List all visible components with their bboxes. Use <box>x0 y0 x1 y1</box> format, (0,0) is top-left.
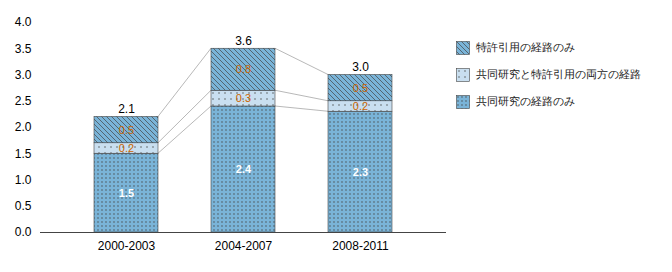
svg-text:0.5: 0.5 <box>119 124 134 136</box>
svg-text:2000-2003: 2000-2003 <box>98 239 156 253</box>
svg-text:0.0: 0.0 <box>15 225 32 239</box>
svg-text:1.5: 1.5 <box>119 187 134 199</box>
svg-text:0.5: 0.5 <box>15 199 32 213</box>
svg-text:2.0: 2.0 <box>15 120 32 134</box>
svg-text:4.0: 4.0 <box>15 15 32 29</box>
svg-text:0.2: 0.2 <box>353 100 368 112</box>
svg-text:0.2: 0.2 <box>119 142 134 154</box>
svg-text:2.5: 2.5 <box>15 94 32 108</box>
svg-text:0.8: 0.8 <box>236 63 251 75</box>
svg-text:1.0: 1.0 <box>15 173 32 187</box>
svg-text:0.5: 0.5 <box>353 82 368 94</box>
svg-text:0.3: 0.3 <box>236 92 251 104</box>
svg-text:3.6: 3.6 <box>235 34 252 48</box>
html-text:共同研究と特許引用の両方の経路: 共同研究と特許引用の両方の経路 <box>476 68 641 80</box>
svg-text:3.5: 3.5 <box>15 42 32 56</box>
svg-text:1.5: 1.5 <box>15 147 32 161</box>
svg-text:2.4: 2.4 <box>236 163 252 175</box>
svg-text:2004-2007: 2004-2007 <box>215 239 273 253</box>
svg-text:3.0: 3.0 <box>15 68 32 82</box>
svg-text:2008-2011: 2008-2011 <box>332 239 389 253</box>
svg-text:2.3: 2.3 <box>353 166 368 178</box>
svg-text:3.0: 3.0 <box>352 60 369 74</box>
html-text:共同研究の経路のみ: 共同研究の経路のみ <box>476 95 575 107</box>
svg-text:2.1: 2.1 <box>118 102 135 116</box>
html-text:特許引用の経路のみ: 特許引用の経路のみ <box>476 41 575 53</box>
